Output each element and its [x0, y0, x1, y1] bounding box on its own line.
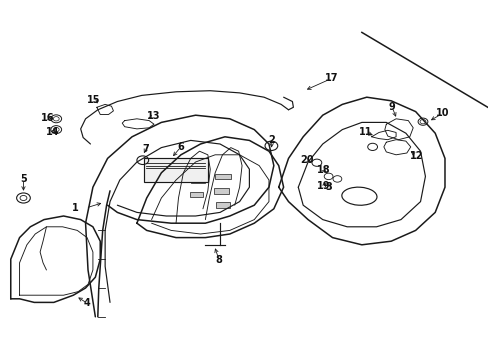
- Text: 13: 13: [147, 111, 161, 121]
- Text: 15: 15: [87, 95, 101, 105]
- Bar: [215, 174, 230, 179]
- Text: 18: 18: [316, 165, 330, 175]
- Bar: [216, 202, 229, 208]
- Text: 6: 6: [177, 142, 184, 152]
- Bar: [214, 188, 228, 194]
- Text: 11: 11: [358, 127, 372, 138]
- Bar: [190, 177, 205, 183]
- Text: 17: 17: [324, 73, 338, 84]
- Text: 8: 8: [215, 255, 222, 265]
- Text: 10: 10: [435, 108, 448, 118]
- Text: 2: 2: [268, 135, 275, 145]
- Text: 3: 3: [325, 182, 331, 192]
- Text: 9: 9: [388, 102, 395, 112]
- Bar: [189, 192, 203, 197]
- Text: 14: 14: [46, 127, 60, 138]
- Text: 7: 7: [142, 144, 149, 154]
- Text: 5: 5: [20, 174, 27, 184]
- Text: 20: 20: [300, 155, 313, 165]
- Text: 16: 16: [41, 113, 55, 123]
- Bar: [144, 158, 207, 182]
- Text: 12: 12: [409, 150, 423, 161]
- Text: 4: 4: [83, 298, 90, 308]
- Text: 19: 19: [316, 181, 330, 192]
- Text: 1: 1: [72, 203, 79, 213]
